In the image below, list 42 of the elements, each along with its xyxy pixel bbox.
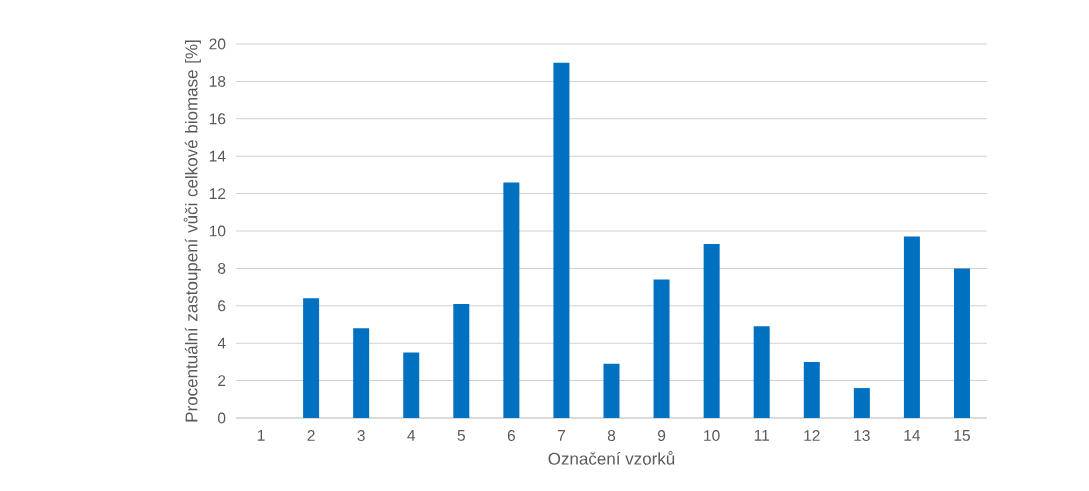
- y-tick-label: 16: [209, 113, 226, 125]
- y-tick-label: 14: [209, 150, 226, 162]
- x-tick-label: 13: [854, 430, 870, 442]
- y-tick-label: 8: [218, 262, 226, 274]
- x-tick-label: 1: [257, 430, 265, 441]
- y-tick-label: 10: [209, 225, 226, 237]
- x-tick-label: 11: [754, 430, 769, 441]
- x-tick-label: 4: [407, 430, 416, 441]
- x-tick-label: 7: [557, 430, 565, 441]
- bar: [753, 326, 770, 418]
- bar: [553, 62, 570, 418]
- bar: [353, 328, 370, 418]
- y-tick-label: 2: [218, 375, 226, 387]
- bar: [453, 303, 470, 418]
- bar: [503, 182, 520, 418]
- y-tick-label: 12: [209, 188, 226, 200]
- y-axis-title: Procentuální zastoupení vůči celkové biomase [%]: [183, 40, 201, 422]
- x-tick-label: 15: [954, 430, 970, 441]
- x-tick-label: 8: [607, 430, 616, 442]
- bar: [853, 388, 870, 418]
- y-tick-label: 4: [217, 337, 226, 349]
- bar: [303, 298, 320, 418]
- bar: [603, 363, 620, 418]
- y-tick-label: 6: [218, 300, 226, 312]
- bar: [653, 279, 670, 418]
- x-tick-label: 9: [657, 430, 666, 442]
- bar: [903, 236, 920, 418]
- bar: [403, 352, 420, 418]
- x-tick-label: 14: [904, 430, 921, 441]
- x-tick-label: 2: [307, 430, 315, 441]
- bar: [703, 244, 720, 418]
- y-tick-label: 20: [209, 38, 226, 50]
- x-tick-label: 5: [457, 430, 465, 441]
- x-axis-title: Označení vzorků: [548, 450, 675, 465]
- y-tick-label: 18: [209, 75, 226, 87]
- bar: [803, 361, 820, 418]
- x-tick-label: 10: [704, 430, 720, 442]
- x-tick-label: 12: [804, 430, 820, 441]
- x-tick-label: 3: [357, 430, 365, 442]
- y-tick-label: 0: [217, 412, 226, 424]
- bar: [953, 268, 970, 418]
- x-tick-label: 6: [507, 430, 515, 442]
